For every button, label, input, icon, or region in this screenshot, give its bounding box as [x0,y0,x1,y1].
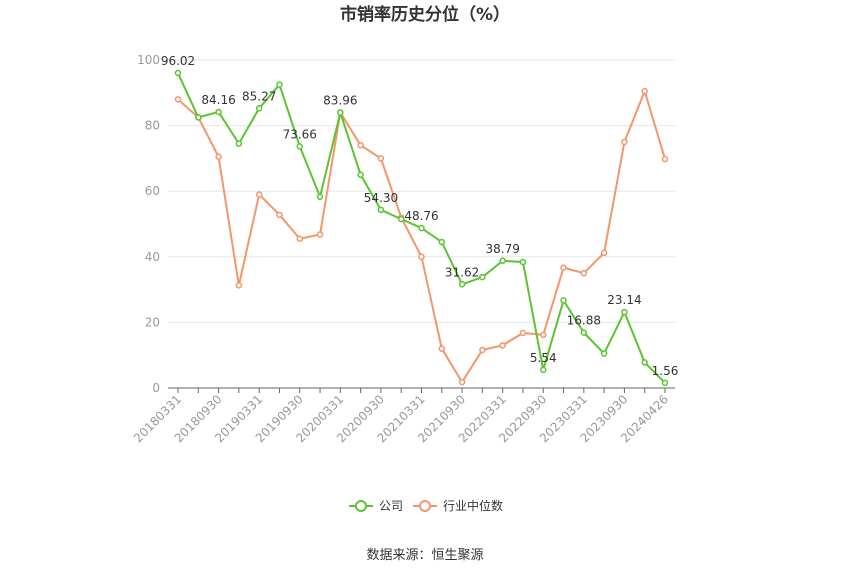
series-layer [174,69,669,387]
point-industry[interactable] [499,342,506,349]
point-industry[interactable] [357,142,364,149]
point-company[interactable] [397,215,405,223]
point-company[interactable] [479,273,486,281]
point-company[interactable] [438,238,446,246]
point-industry[interactable] [418,253,425,261]
point-company[interactable] [377,206,385,214]
y-tick-label: 0 [152,381,160,395]
point-company[interactable] [357,171,364,179]
point-industry[interactable] [215,153,222,161]
point-industry[interactable] [600,249,608,257]
data-label: 85.27 [242,89,276,103]
point-industry[interactable] [479,346,486,354]
legend-industry-label: 行业中位数 [443,498,503,513]
data-label: 96.02 [161,54,195,68]
data-labels: 96.02 84.16 85.27 73.66 83.96 54.30 48.76 31.62… [161,54,679,378]
point-company[interactable] [296,143,303,150]
data-label: 16.88 [567,314,601,328]
point-industry[interactable] [276,211,283,219]
point-company[interactable] [621,308,628,316]
y-tick-label: 80 [145,119,160,133]
point-company[interactable] [519,258,527,266]
point-industry[interactable] [174,96,182,103]
point-company[interactable] [641,359,648,366]
chart-title: 市销率历史分位（%） [340,4,510,25]
point-company[interactable] [235,140,243,147]
point-industry[interactable] [296,235,303,243]
point-company[interactable] [174,69,182,77]
y-tick-label: 100 [137,53,160,67]
point-industry[interactable] [621,138,628,146]
data-label: 1.56 [652,364,679,378]
point-industry[interactable] [661,155,669,163]
point-industry[interactable] [316,231,324,238]
data-label: 48.76 [404,209,438,223]
legend-company-label: 公司 [379,499,403,513]
point-industry[interactable] [540,331,547,339]
point-company[interactable] [458,281,466,288]
legend-industry-marker [419,500,431,512]
source-note: 数据来源：恒生聚源 [366,548,483,563]
legend-item-industry[interactable]: 行业中位数 [413,498,503,513]
point-industry[interactable] [580,269,588,277]
legend-company-marker [355,500,367,512]
data-label: 54.30 [364,191,398,205]
point-company[interactable] [255,105,263,112]
data-label: 23.14 [607,293,641,307]
data-label: 83.96 [323,94,357,108]
legend: 公司 行业中位数 [349,498,503,513]
y-tick-label: 60 [145,184,160,198]
data-label: 31.62 [445,265,479,279]
legend-item-company[interactable]: 公司 [349,499,403,513]
point-industry[interactable] [438,345,446,352]
data-label: 73.66 [283,127,317,141]
point-company[interactable] [195,114,202,121]
data-label: 84.16 [201,93,235,107]
point-industry[interactable] [519,329,527,337]
data-label: 38.79 [485,242,519,256]
point-industry[interactable] [458,378,466,386]
series-line-industry [177,90,666,384]
point-company[interactable] [600,350,608,357]
point-industry[interactable] [641,87,648,95]
point-industry[interactable] [255,191,263,198]
point-company[interactable] [540,366,547,374]
point-company[interactable] [337,109,344,116]
x-axis: 2018033120180930201903312019093020200331… [131,387,675,445]
point-company[interactable] [499,257,506,265]
point-company[interactable] [580,329,588,336]
point-company[interactable] [215,108,222,116]
y-axis: 0 20 40 60 80 100 [137,53,160,395]
y-tick-label: 20 [145,315,160,329]
point-industry[interactable] [560,264,567,271]
data-label: 5.54 [530,351,557,365]
gridlines [168,59,675,323]
point-industry[interactable] [235,282,243,289]
point-company[interactable] [316,193,324,201]
point-company[interactable] [661,379,669,387]
y-tick-label: 40 [145,250,160,264]
point-company[interactable] [276,81,283,88]
point-industry[interactable] [377,155,385,162]
point-company[interactable] [560,297,567,304]
point-company[interactable] [418,224,425,232]
